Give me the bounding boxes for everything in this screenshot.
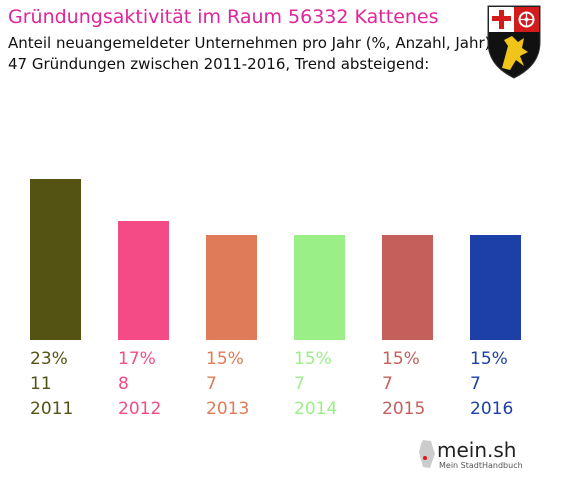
logo-text: mein.sh bbox=[437, 438, 517, 462]
count-label-2013: 7 bbox=[206, 374, 217, 394]
count-label-2012: 8 bbox=[118, 374, 129, 394]
chart-summary: 47 Gründungen zwischen 2011-2016, Trend … bbox=[8, 55, 430, 73]
percent-label-2016: 15% bbox=[470, 349, 508, 369]
bar-2013 bbox=[206, 235, 257, 340]
count-label-2015: 7 bbox=[382, 374, 393, 394]
bar-2014 bbox=[294, 235, 345, 340]
chart-title: Gründungsaktivität im Raum 56332 Kattene… bbox=[8, 6, 439, 28]
percent-label-2011: 23% bbox=[30, 349, 68, 369]
bar-2016 bbox=[470, 235, 521, 340]
year-label-2011: 2011 bbox=[30, 399, 73, 419]
coat-of-arms-icon bbox=[487, 5, 541, 79]
bar-2012 bbox=[118, 221, 169, 340]
year-label-2013: 2013 bbox=[206, 399, 249, 419]
percent-label-2012: 17% bbox=[118, 349, 156, 369]
year-label-2016: 2016 bbox=[470, 399, 513, 419]
year-label-2014: 2014 bbox=[294, 399, 337, 419]
count-label-2014: 7 bbox=[294, 374, 305, 394]
mein-sh-logo: mein.sh Mein StadtHandbuch bbox=[417, 432, 527, 474]
bar-2015 bbox=[382, 235, 433, 340]
chart-subtitle: Anteil neuangemeldeter Unternehmen pro J… bbox=[8, 34, 491, 52]
bar-2011 bbox=[30, 179, 81, 340]
count-label-2011: 11 bbox=[30, 374, 52, 394]
percent-label-2014: 15% bbox=[294, 349, 332, 369]
year-label-2012: 2012 bbox=[118, 399, 161, 419]
count-label-2016: 7 bbox=[470, 374, 481, 394]
percent-label-2015: 15% bbox=[382, 349, 420, 369]
percent-label-2013: 15% bbox=[206, 349, 244, 369]
germany-map-icon bbox=[419, 440, 435, 468]
logo-tagline: Mein StadtHandbuch bbox=[439, 461, 523, 470]
year-label-2015: 2015 bbox=[382, 399, 425, 419]
